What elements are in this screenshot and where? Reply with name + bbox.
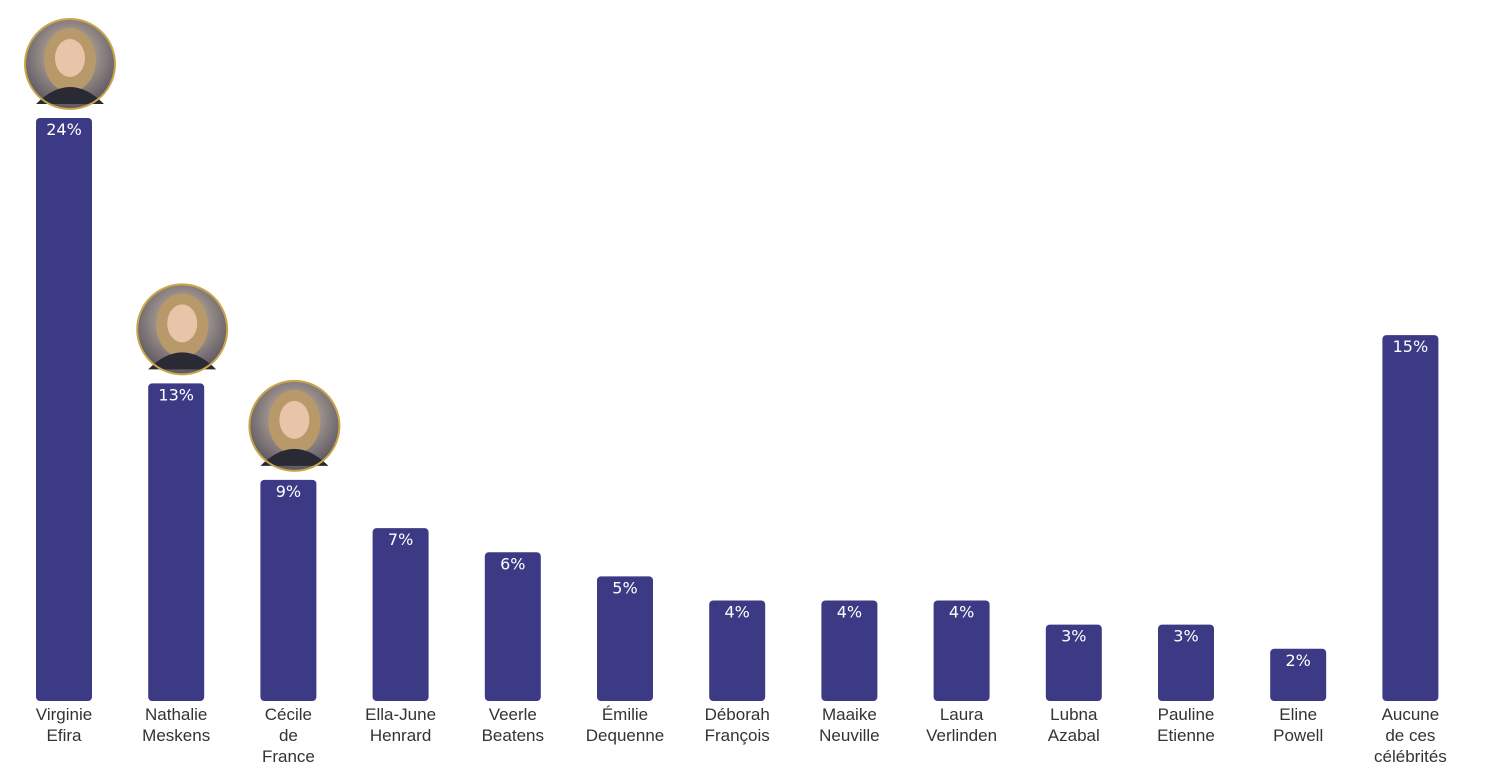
category-label: Eline Powell (1273, 705, 1323, 745)
category-label: Cécile de France (262, 705, 315, 766)
portraits-group (24, 18, 341, 472)
bar (1270, 648, 1327, 701)
category-label: Pauline Etienne (1157, 705, 1215, 745)
bar (1158, 624, 1214, 701)
bar-value-label: 3% (1173, 627, 1198, 646)
portrait-photo-icon (248, 379, 341, 472)
bar (933, 600, 990, 701)
portrait-photo-icon (24, 18, 116, 110)
category-label: Émilie Dequenne (586, 705, 664, 745)
bar-value-label: 3% (1061, 627, 1086, 646)
category-label: Aucune de ces célébrités (1374, 705, 1447, 766)
bar-value-label: 4% (837, 603, 862, 622)
bar-value-label: 9% (276, 482, 301, 501)
category-label: Laura Verlinden (926, 705, 997, 745)
bar-value-label: 2% (1286, 651, 1311, 670)
bar-value-label: 4% (725, 603, 750, 622)
bar-value-label: 15% (1393, 337, 1429, 356)
category-label: Nathalie Meskens (142, 705, 210, 745)
bar-value-label: 7% (388, 530, 413, 549)
category-label: Déborah François (705, 705, 770, 745)
bar (484, 552, 541, 701)
bar-value-label: 5% (612, 578, 637, 597)
bar (1045, 624, 1102, 701)
bar (597, 576, 653, 701)
category-label: Ella-June Henrard (365, 705, 436, 745)
bar (260, 479, 317, 701)
bar (821, 600, 878, 701)
bars-group: 24% Virginie Efira 13% Nathalie Meskens 9% Céci… (36, 118, 1447, 766)
bar (148, 383, 205, 701)
bar (1382, 335, 1439, 701)
portrait-photo-icon (136, 283, 229, 376)
bar (372, 528, 429, 701)
bar-value-label: 4% (949, 603, 974, 622)
category-label: Lubna Azabal (1048, 705, 1100, 745)
bar (709, 600, 766, 701)
category-label: Veerle Beatens (482, 705, 544, 745)
category-label: Maaike Neuville (819, 705, 879, 745)
bar-value-label: 6% (500, 554, 525, 573)
bar (36, 118, 92, 701)
bar-value-label: 24% (46, 120, 82, 139)
category-label: Virginie Efira (36, 705, 92, 745)
bar-value-label: 13% (158, 385, 194, 404)
